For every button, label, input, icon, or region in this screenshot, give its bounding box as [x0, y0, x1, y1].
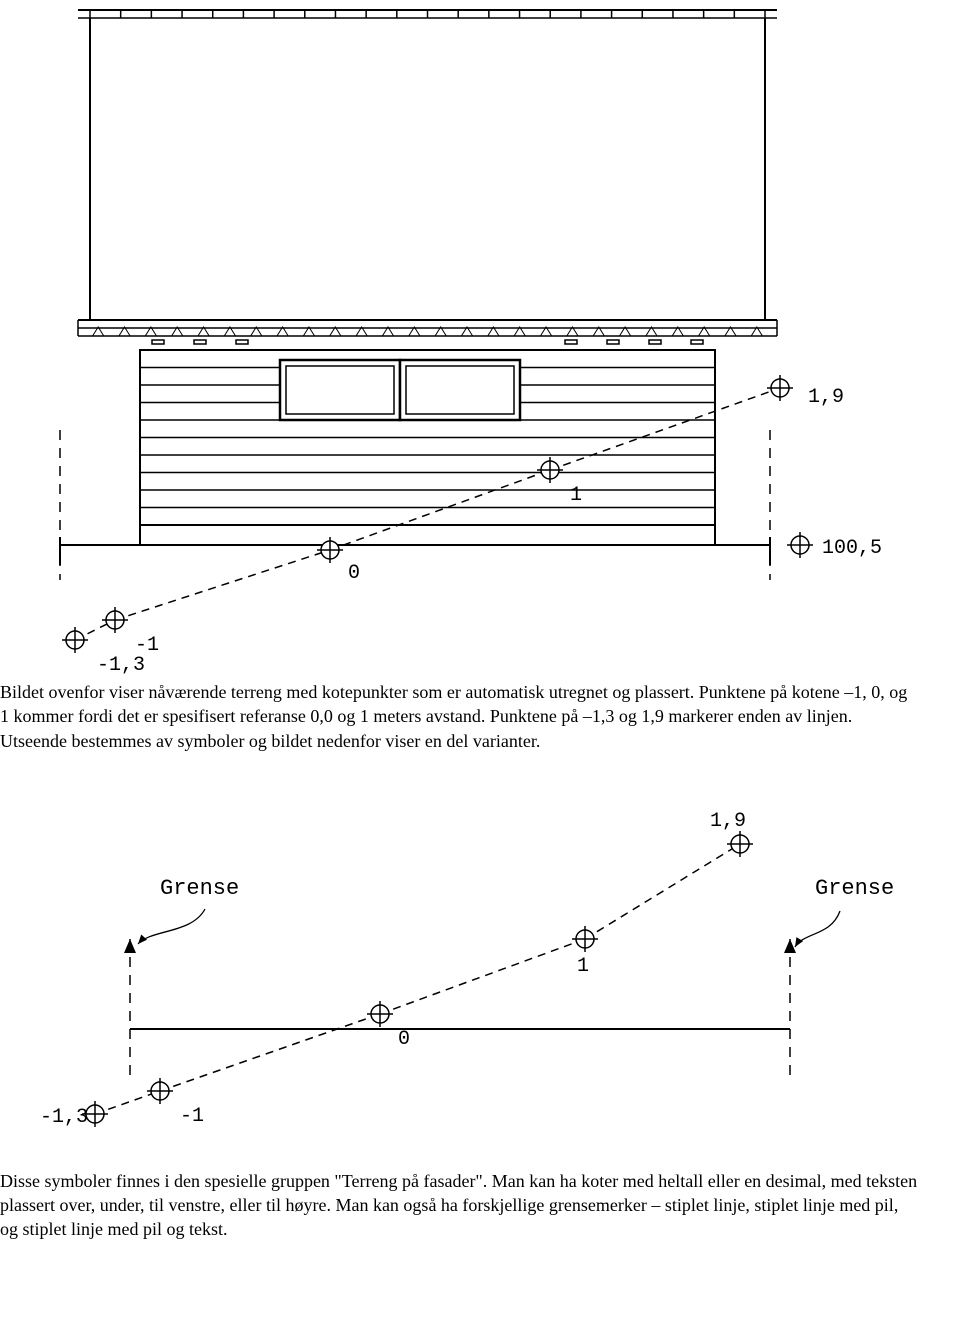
svg-text:Grense: Grense [815, 876, 894, 901]
svg-text:0: 0 [398, 1028, 410, 1051]
svg-text:Grense: Grense [160, 876, 239, 901]
svg-text:-1,3: -1,3 [97, 654, 145, 677]
paragraph-2: Disse symboler finnes i den spesielle gr… [0, 1169, 920, 1242]
svg-text:1: 1 [570, 484, 582, 507]
svg-text:-1: -1 [135, 634, 159, 657]
svg-text:100,5: 100,5 [822, 537, 882, 560]
svg-text:0: 0 [348, 562, 360, 585]
svg-text:-1,3: -1,3 [40, 1106, 88, 1129]
svg-text:1: 1 [577, 955, 589, 978]
svg-text:1,9: 1,9 [808, 386, 844, 409]
svg-text:1,9: 1,9 [710, 810, 746, 833]
house-elevation-diagram: -1,3-1 0 1 1,9 100,5 [0, 0, 960, 680]
svg-text:-1: -1 [180, 1105, 204, 1128]
terrain-symbols-diagram: Grense Grense -1,3 -1 0 1 1,9 [0, 769, 960, 1169]
paragraph-1: Bildet ovenfor viser nåværende terreng m… [0, 680, 920, 753]
